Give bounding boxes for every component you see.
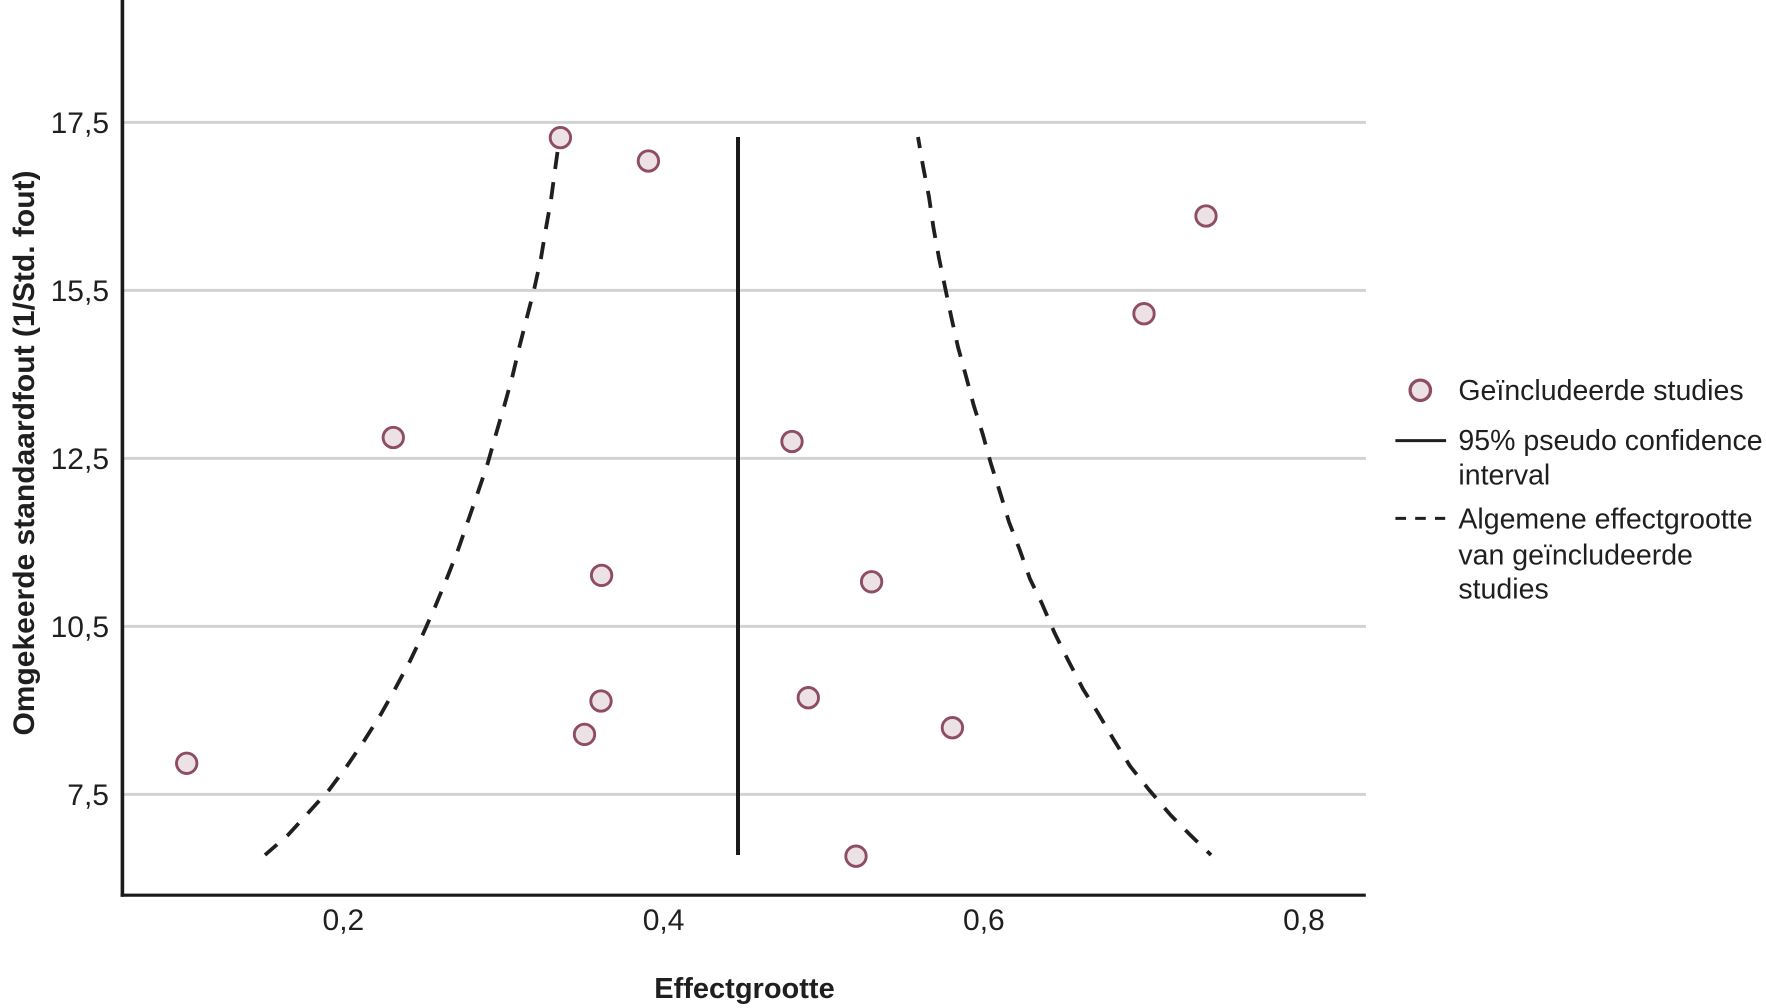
svg-text:15,5: 15,5 — [51, 275, 109, 308]
svg-text:van geïncludeerde: van geïncludeerde — [1458, 540, 1693, 572]
svg-text:95% pseudo confidence: 95% pseudo confidence — [1458, 425, 1762, 457]
svg-text:interval: interval — [1458, 460, 1550, 492]
svg-text:0,2: 0,2 — [323, 904, 365, 937]
svg-text:0,8: 0,8 — [1283, 904, 1325, 937]
svg-text:Effectgrootte: Effectgrootte — [654, 973, 834, 1005]
svg-text:Geïncludeerde studies: Geïncludeerde studies — [1458, 375, 1743, 407]
svg-text:10,5: 10,5 — [51, 611, 109, 644]
svg-text:studies: studies — [1458, 574, 1548, 606]
svg-text:Algemene effectgrootte: Algemene effectgrootte — [1458, 504, 1752, 536]
svg-text:0,6: 0,6 — [963, 904, 1005, 937]
svg-text:17,5: 17,5 — [51, 107, 109, 140]
svg-text:0,4: 0,4 — [643, 904, 685, 937]
svg-text:Omgekeerde standaardfout (1/St: Omgekeerde standaardfout (1/Std. fout) — [8, 170, 41, 735]
svg-text:12,5: 12,5 — [51, 443, 109, 476]
svg-text:7,5: 7,5 — [67, 779, 109, 812]
